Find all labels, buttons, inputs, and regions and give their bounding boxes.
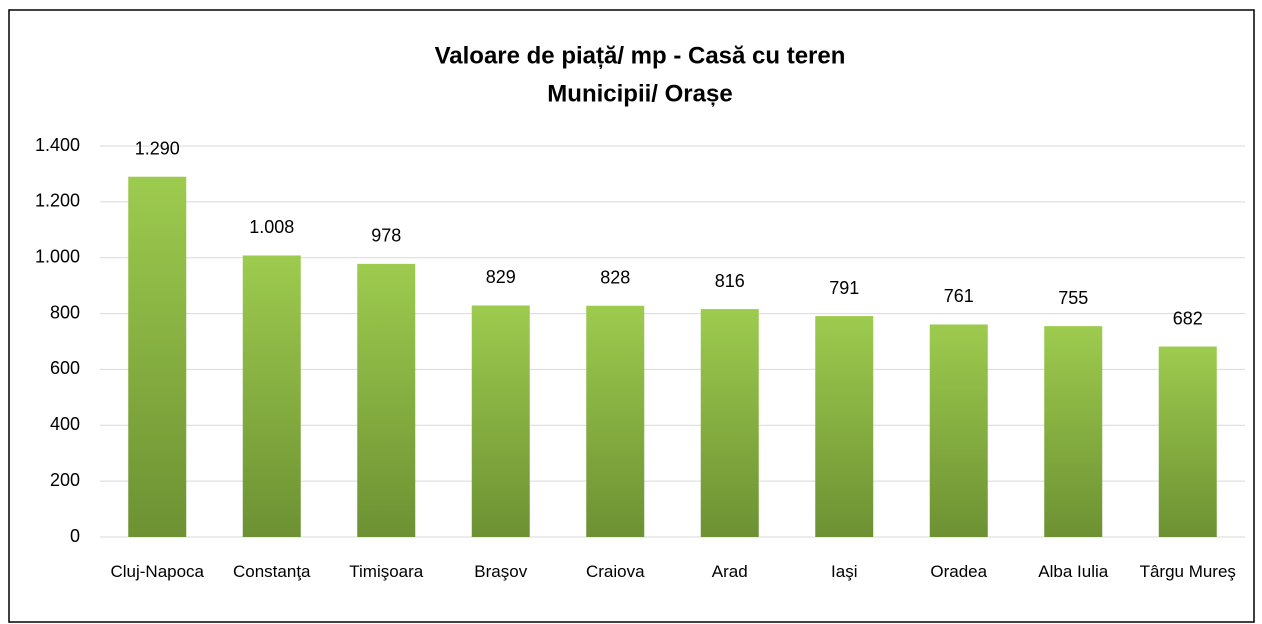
x-tick-label: Arad [711,562,748,581]
data-label: 1.008 [249,217,294,237]
bar [1158,346,1217,537]
y-tick-label: 400 [50,414,80,434]
bar [815,316,874,537]
y-tick-label: 0 [70,526,80,546]
data-label: 791 [829,278,859,298]
data-label: 829 [486,267,516,287]
x-tick-label: Constanţa [233,562,311,581]
bar [128,176,187,537]
y-tick-label: 1.400 [35,135,80,155]
data-label: 978 [371,226,401,246]
y-tick-label: 200 [50,470,80,490]
y-tick-label: 600 [50,358,80,378]
x-tick-label: Timişoara [349,562,424,581]
x-tick-label: Cluj-Napoca [110,562,205,581]
chart-title: Municipii/ Orașe [547,80,732,107]
x-tick-label: Oradea [930,562,988,581]
chart-title: Valoare de piață/ mp - Casă cu teren [435,42,846,69]
bar [357,263,416,537]
data-label: 682 [1173,308,1203,328]
data-label: 828 [600,268,630,288]
data-label: 761 [944,286,974,306]
bar [586,305,645,537]
x-tick-label: Târgu Mureş [1139,562,1236,581]
bar [1044,326,1103,537]
data-label: 816 [715,271,745,291]
y-tick-label: 800 [50,302,80,322]
x-tick-label: Braşov [474,562,528,581]
y-tick-label: 1.200 [35,191,80,211]
x-tick-label: Alba Iulia [1038,562,1109,581]
x-tick-label: Iaşi [831,562,858,581]
data-label: 755 [1058,288,1088,308]
bar [242,255,301,538]
bar [700,309,759,537]
data-label: 1.290 [135,138,180,158]
bar [929,324,988,537]
bar [471,305,530,537]
y-tick-label: 1.000 [35,246,80,266]
x-tick-label: Craiova [585,562,645,581]
